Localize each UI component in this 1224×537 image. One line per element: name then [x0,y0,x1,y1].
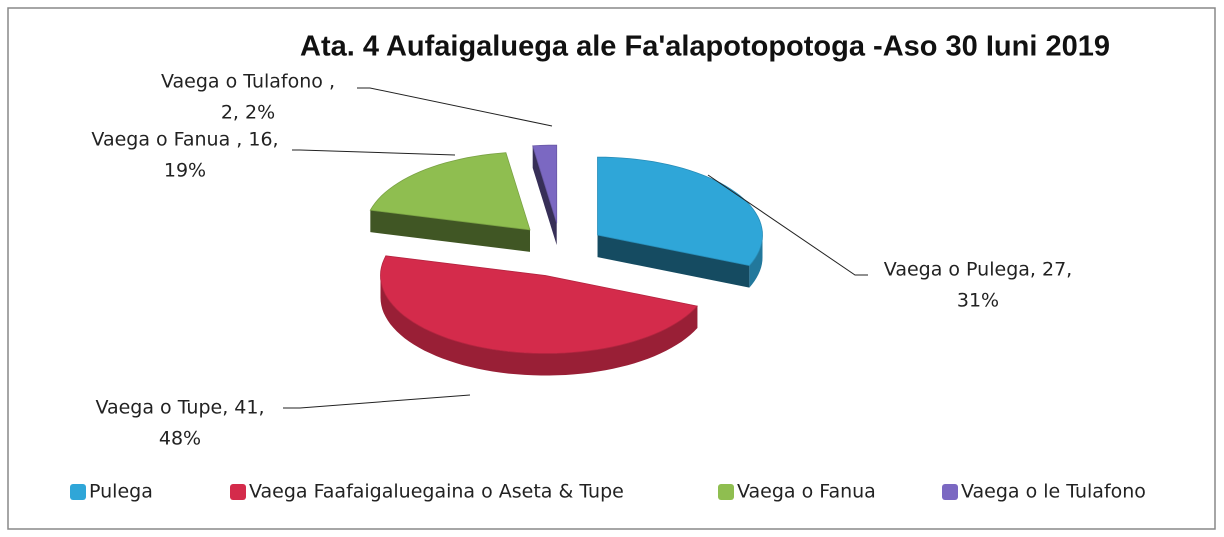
leader-line [292,149,456,156]
legend-swatch [70,484,86,500]
data-label: 2, 2% [221,102,275,124]
legend-swatch [230,484,246,500]
slice-side [532,145,557,246]
slice-side [597,235,763,288]
leader-line [707,174,868,276]
data-label: 19% [164,160,206,182]
chart-border [7,7,1216,530]
legend-label: Vaega o Fanua [737,481,876,503]
data-label: Vaega o Fanua , 16, [91,129,278,151]
legend-label: Pulega [89,481,153,503]
legend-label: Vaega o le Tulafono [961,481,1146,503]
slice-wall [370,210,530,252]
legend-label: Vaega Faafaigaluegaina o Aseta & Tupe [249,481,624,503]
legend-swatch [942,484,958,500]
slice [380,255,699,354]
leader-line [357,87,553,127]
leader-line [283,394,471,409]
data-label: 31% [957,290,999,312]
slice-outer-wall [749,235,763,288]
data-label: 48% [159,428,201,450]
data-label: Vaega o Pulega, 27, [884,259,1072,281]
data-label: Vaega o Tulafono , [161,71,335,93]
slice-wall [532,145,557,246]
slice [532,144,558,224]
chart-title: Ata. 4 Aufaigaluega ale Fa'alapotopotoga… [300,31,1110,63]
slice-wall [597,235,750,288]
legend-swatch [718,484,734,500]
slice [369,152,531,231]
slice-outer-wall [380,275,698,376]
data-label: Vaega o Tupe, 41, [95,397,264,419]
